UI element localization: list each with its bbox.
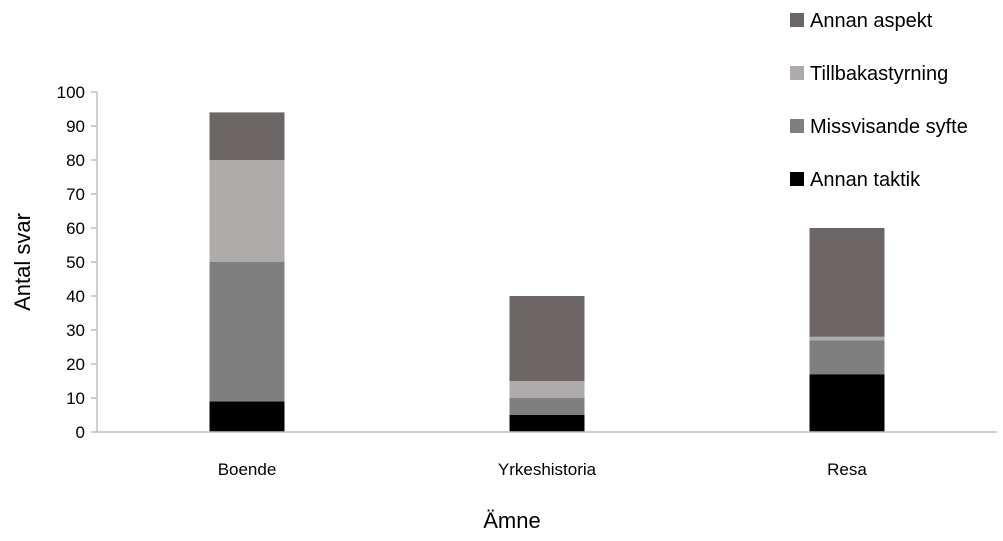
legend-swatch-tillbakastyrning [790, 66, 804, 80]
y-tick-labels: 0 10 20 30 40 50 60 70 80 90 100 [57, 83, 97, 442]
legend-label-annan-aspekt: Annan aspekt [810, 10, 933, 32]
legend-label-tillbakastyrning: Tillbakastyrning [810, 63, 948, 85]
bar-resa-annan-taktik [809, 374, 885, 432]
y-axis-title: Antal svar [10, 213, 35, 311]
y-tick-label: 0 [76, 423, 85, 442]
bar-resa-tillbakastyrning [809, 336, 885, 341]
bar-yrkeshistoria-missvisande-syfte [509, 398, 585, 415]
y-tick-label: 60 [66, 219, 85, 238]
bar-resa-missvisande-syfte [809, 340, 885, 375]
legend-swatch-missvisande-syfte [790, 119, 804, 133]
bar-boende-annan-taktik [209, 401, 285, 432]
y-tick-label: 80 [66, 151, 85, 170]
legend: Annan aspekt Tillbakastyrning Missvisande … [790, 10, 968, 191]
x-tick-labels: Boende Yrkeshistoria Resa [218, 460, 868, 479]
x-tick-label: Yrkeshistoria [498, 460, 597, 479]
y-tick-label: 10 [66, 389, 85, 408]
bar-boende-tillbakastyrning [209, 160, 285, 262]
y-tick-label: 40 [66, 287, 85, 306]
y-tick-label: 20 [66, 355, 85, 374]
legend-swatch-annan-aspekt [790, 13, 804, 27]
x-tick-label: Resa [827, 460, 867, 479]
bar-yrkeshistoria-annan-aspekt [509, 296, 585, 381]
y-tick-label: 70 [66, 185, 85, 204]
bar-resa-annan-aspekt [809, 228, 885, 337]
bar-boende-missvisande-syfte [209, 262, 285, 402]
y-tick-label: 90 [66, 117, 85, 136]
y-tick-label: 50 [66, 253, 85, 272]
bar-boende-annan-aspekt [209, 112, 285, 160]
x-tick-label: Boende [218, 460, 277, 479]
x-axis-title: Ämne [483, 508, 540, 533]
bar-yrkeshistoria-annan-taktik [509, 415, 585, 432]
y-tick-label: 30 [66, 321, 85, 340]
bar-yrkeshistoria-tillbakastyrning [509, 381, 585, 398]
y-tick-label: 100 [57, 83, 85, 102]
legend-swatch-annan-taktik [790, 172, 804, 186]
legend-label-missvisande-syfte: Missvisande syfte [810, 116, 968, 138]
legend-label-annan-taktik: Annan taktik [810, 169, 921, 191]
bars-layer [209, 112, 885, 432]
